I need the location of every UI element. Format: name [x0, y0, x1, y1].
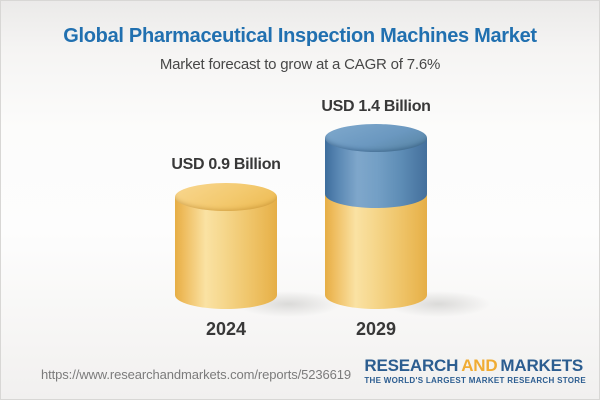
bar-2024-value-label: USD 0.9 Billion: [171, 156, 281, 173]
logo-word-and: AND: [461, 356, 498, 375]
logo-wordmark: RESEARCH AND MARKETS: [364, 356, 586, 375]
bar-2024-category-label: 2024: [205, 319, 247, 339]
logo-word-research: RESEARCH: [364, 356, 459, 375]
bar-2029-category-label: 2029: [355, 319, 397, 339]
bar-2029-top-face: [325, 124, 427, 152]
report-url: https://www.researchandmarkets.com/repor…: [41, 367, 352, 382]
research-and-markets-logo: RESEARCH AND MARKETS THE WORLD'S LARGEST M…: [364, 356, 586, 385]
bar-2029-base-segment: [325, 194, 427, 309]
page-subtitle: Market forecast to grow at a CAGR of 7.6…: [159, 56, 441, 73]
bar-2024-top-face: [175, 183, 277, 211]
logo-tagline: THE WORLD'S LARGEST MARKET RESEARCH STOR…: [364, 376, 586, 385]
bar-2029-value-label: USD 1.4 Billion: [321, 98, 431, 115]
page-title: Global Pharmaceutical Inspection Machine…: [63, 25, 537, 47]
logo-word-markets: MARKETS: [500, 356, 584, 375]
bar-2024-body: [175, 197, 277, 309]
